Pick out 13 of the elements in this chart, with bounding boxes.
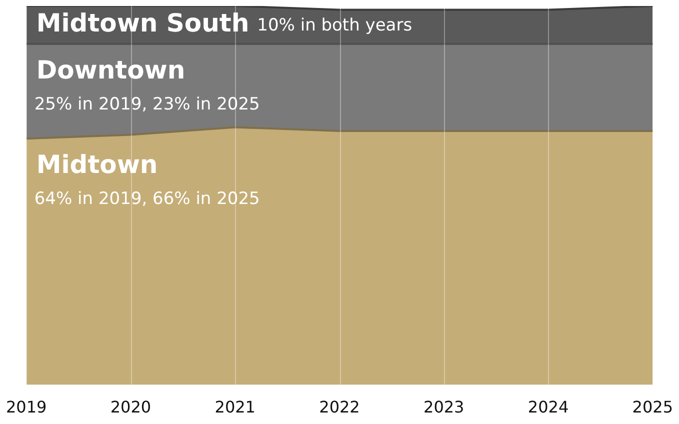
x-tick-label: 2020: [110, 398, 152, 417]
x-tick-label: 2022: [319, 398, 360, 417]
x-tick-label: 2019: [6, 398, 47, 417]
x-tick-label: 2024: [528, 398, 569, 417]
x-tick-label: 2023: [424, 398, 464, 417]
series-label: Midtown South: [36, 8, 250, 38]
annotation: 64% in 2019, 66% in 2025: [34, 189, 260, 209]
x-tick-label: 2025: [632, 398, 673, 417]
annotation: 10% in both years: [257, 15, 412, 36]
x-tick-label: 2021: [214, 398, 256, 417]
series-label: Downtown: [36, 55, 186, 84]
series-label: Midtown: [36, 150, 158, 180]
annotation: 25% in 2019, 23% in 2025: [34, 94, 260, 114]
